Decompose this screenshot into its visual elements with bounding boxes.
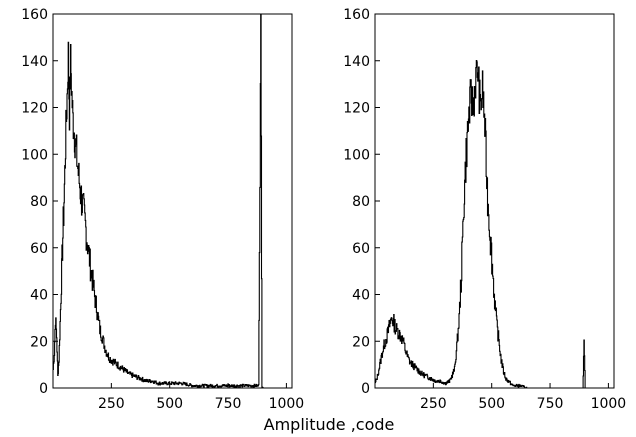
left-y-tick-label: 60: [30, 241, 48, 257]
left-histogram-panel: 0 20 40 60 80 100 120 140 160 250 500 750 1000: [21, 7, 304, 412]
right-histogram-series: [374, 59, 614, 389]
left-x-tick-label: 500: [156, 396, 183, 412]
right-x-tick-label: 250: [420, 396, 447, 412]
left-y-tick-label: 100: [21, 147, 48, 163]
left-y-tick-label: 20: [30, 334, 48, 350]
right-y-tick-label: 80: [352, 194, 370, 210]
left-x-tick-label: 250: [98, 396, 125, 412]
right-y-tick-label: 160: [343, 7, 370, 23]
left-x-tick-label: 1000: [269, 396, 305, 412]
left-y-tick-label: 40: [30, 288, 48, 304]
left-y-tick-label: 160: [21, 7, 48, 23]
right-plot-frame: [374, 13, 615, 389]
right-histogram-panel: 0 20 40 60 80 100 120 140 160 250 500 750 1000: [343, 7, 626, 412]
left-x-tick-label: 750: [215, 396, 242, 412]
left-y-tick-label: 140: [21, 54, 48, 70]
left-histogram-series: [52, 13, 292, 389]
left-plot-frame: [52, 13, 293, 389]
right-y-tick-label: 20: [352, 334, 370, 350]
right-y-tick-label: 40: [352, 288, 370, 304]
left-y-tick-label: 0: [39, 381, 48, 397]
right-x-tick-label: 1000: [591, 396, 627, 412]
right-y-tick-label: 60: [352, 241, 370, 257]
x-axis-title: Amplitude ,code: [264, 415, 395, 434]
left-y-tick-label: 80: [30, 194, 48, 210]
right-x-tick-label: 750: [537, 396, 564, 412]
right-x-tick-label: 500: [478, 396, 505, 412]
right-y-tick-label: 120: [343, 101, 370, 117]
left-y-tick-label: 120: [21, 101, 48, 117]
right-y-tick-label: 100: [343, 147, 370, 163]
right-y-tick-label: 140: [343, 54, 370, 70]
right-y-tick-label: 0: [361, 381, 370, 397]
